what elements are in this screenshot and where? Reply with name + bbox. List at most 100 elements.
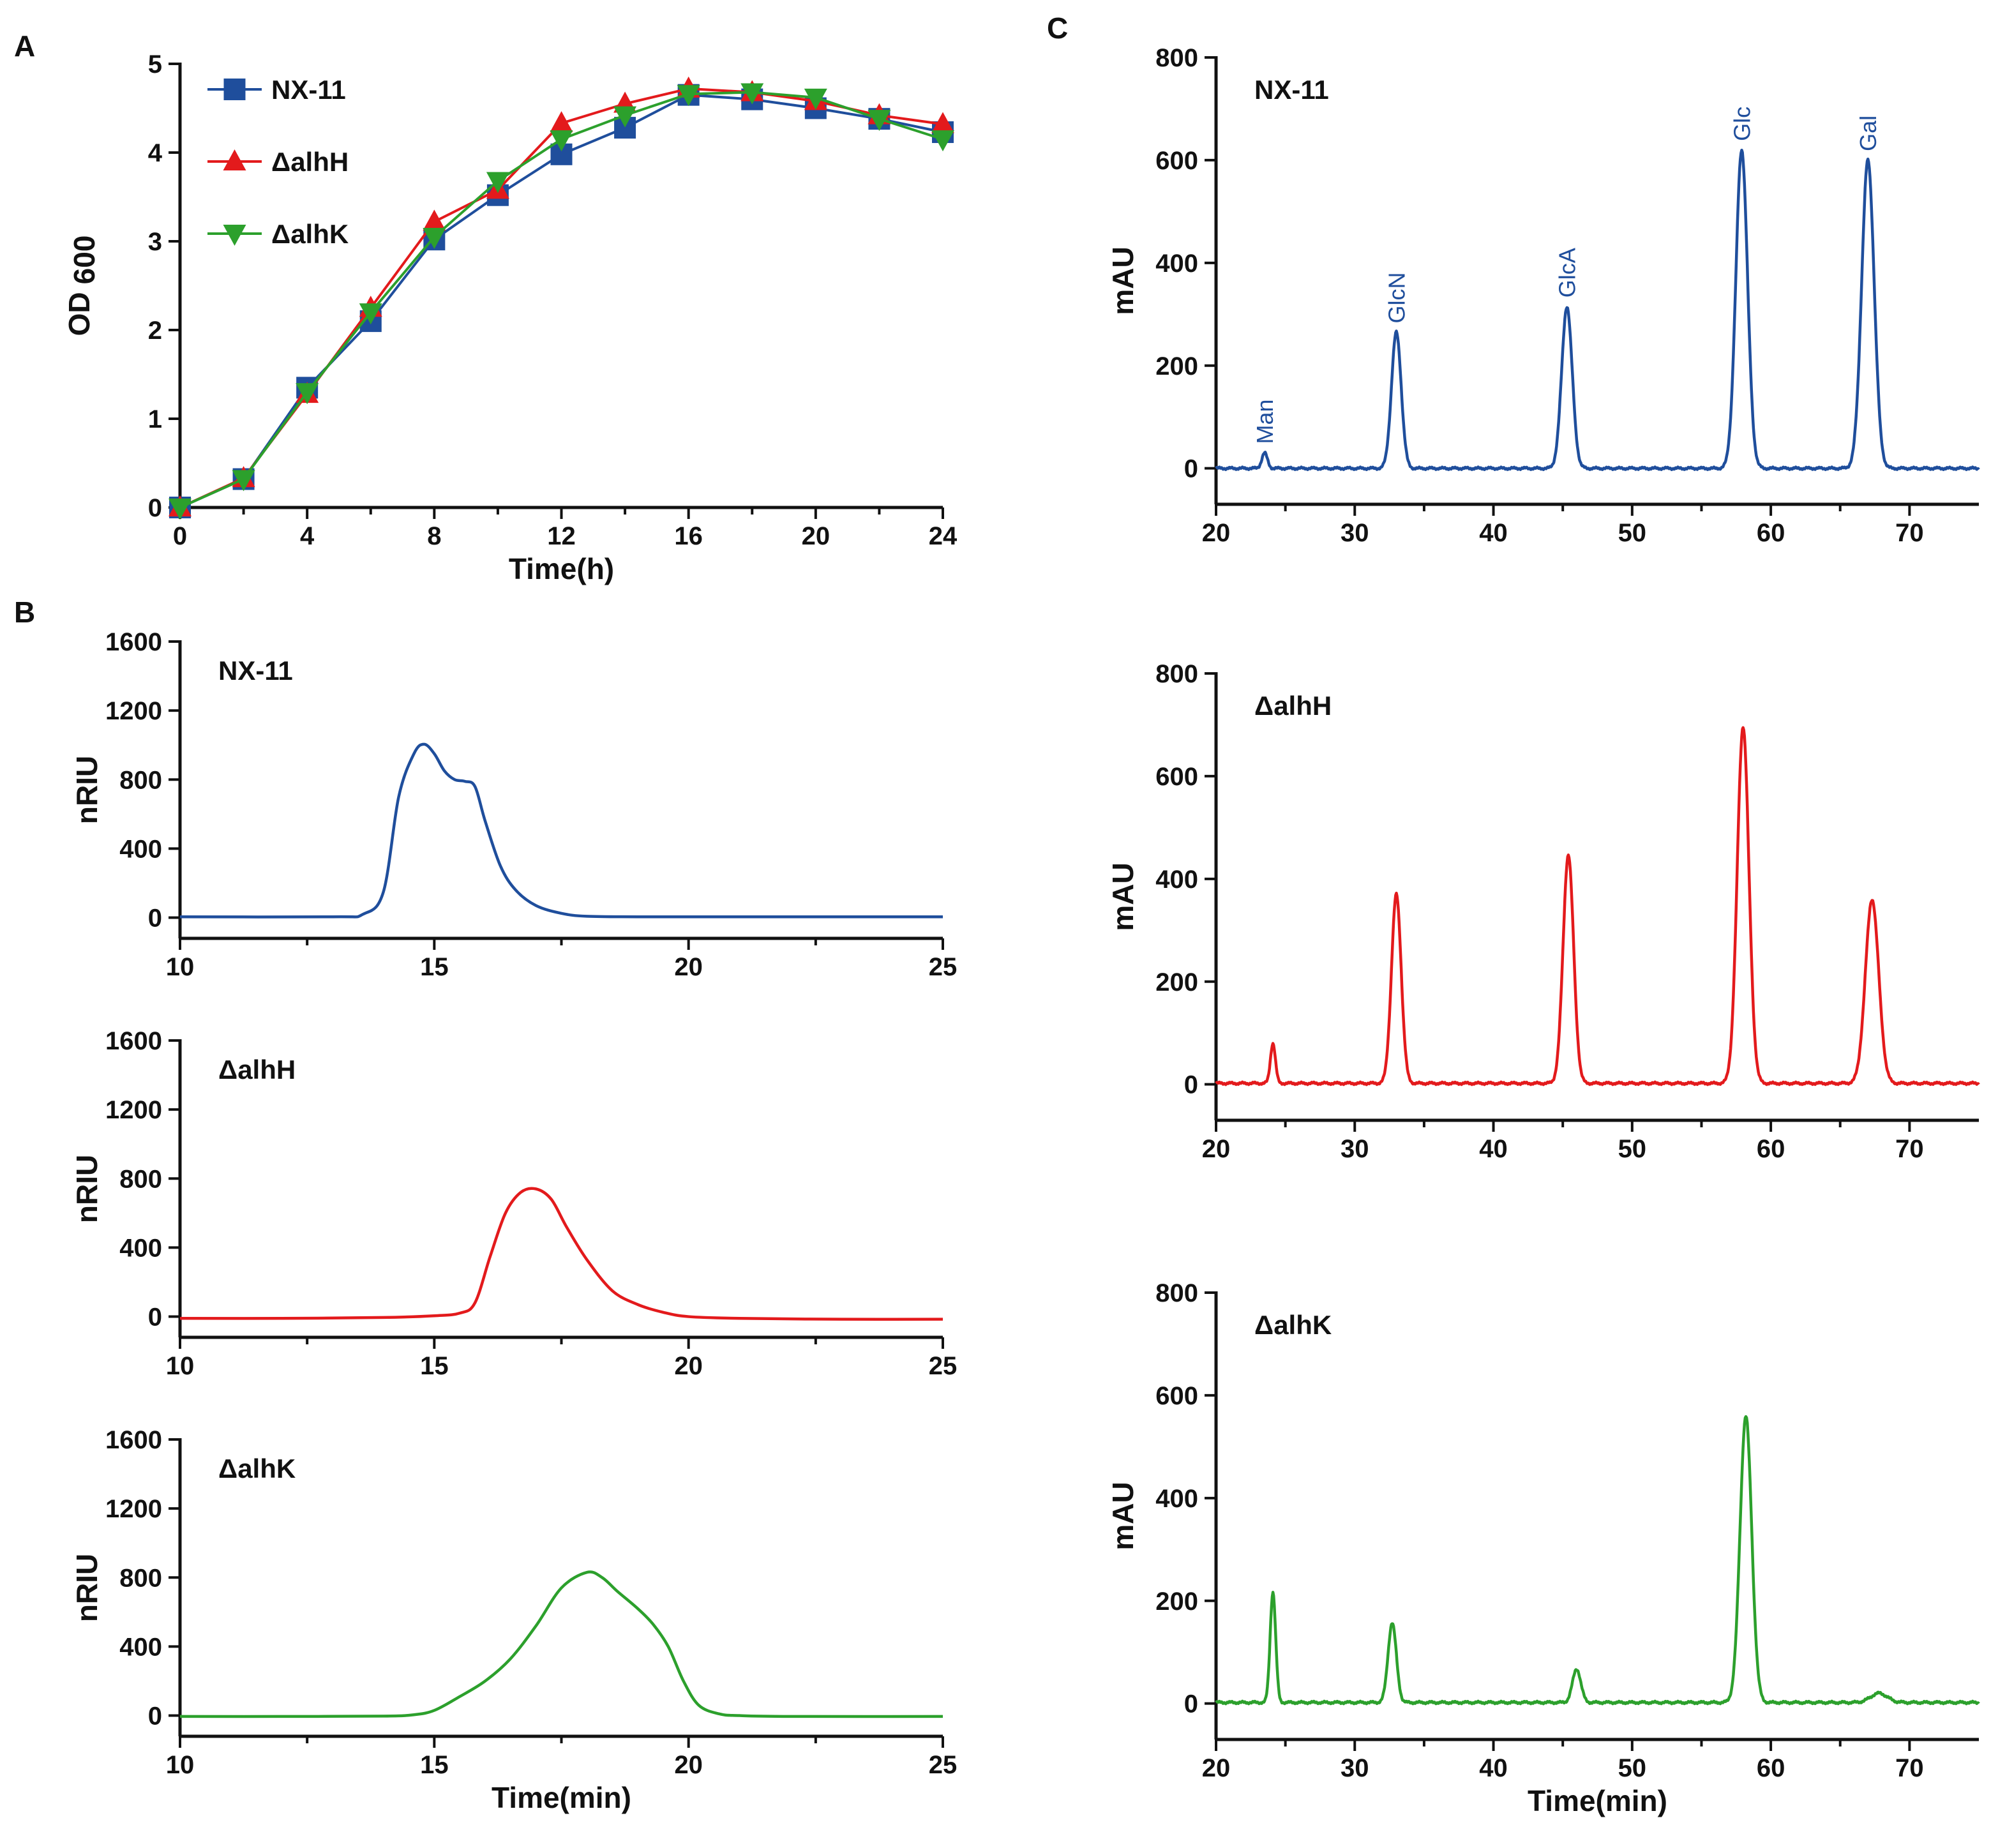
peak-label: Gal <box>1855 116 1881 151</box>
x-tick-label: 8 <box>427 522 441 550</box>
legend-label: NX-11 <box>271 75 346 105</box>
y-tick-label: 1200 <box>105 1495 162 1523</box>
y-tick-label: 200 <box>1155 1588 1198 1616</box>
y-tick-label: 600 <box>1155 1382 1198 1410</box>
x-tick-label: 20 <box>674 1352 703 1380</box>
x-tick-label: 50 <box>1618 519 1647 547</box>
strain-label: ΔalhH <box>1254 691 1332 721</box>
series-line-NX-11 <box>179 742 943 919</box>
data-point <box>868 110 891 131</box>
data-point <box>931 130 954 152</box>
strain-label: ΔalhK <box>218 1454 296 1484</box>
data-point <box>232 470 255 492</box>
x-tick-label: 70 <box>1895 1135 1924 1163</box>
y-tick-label: 1200 <box>105 1096 162 1124</box>
y-tick-label: 400 <box>119 835 162 863</box>
series-line-ΔalhK <box>179 1570 943 1718</box>
chart-hplc-nx11: 0 200 400 600 800 20 30 40 50 60 70 mAU NX-11 Man GlcN… <box>1106 44 1980 547</box>
x-tick-label: 4 <box>300 522 315 550</box>
x-tick-label: 15 <box>420 1751 449 1779</box>
legend-label: ΔalhH <box>271 147 349 177</box>
y-tick-label: 400 <box>119 1234 162 1262</box>
y-tick-label: 800 <box>1155 1279 1198 1307</box>
x-tick-label: 20 <box>674 953 703 981</box>
x-tick-label: 20 <box>674 1751 703 1779</box>
y-tick-label: 1200 <box>105 697 162 725</box>
y-axis-label: mAU <box>1106 1482 1139 1550</box>
series-line-ΔalhH <box>179 1187 943 1321</box>
panel-label-b: B <box>14 596 35 629</box>
data-point <box>169 499 192 520</box>
x-axis-label: Time(h) <box>509 552 614 585</box>
data-point <box>740 83 764 105</box>
y-axis-label: nRIU <box>70 1554 103 1622</box>
y-tick-label: 1600 <box>105 1027 162 1055</box>
y-tick-label: 400 <box>1155 866 1198 894</box>
x-tick-label: 0 <box>173 522 187 550</box>
y-tick-label: 0 <box>1184 455 1198 483</box>
y-tick-label: 400 <box>119 1633 162 1661</box>
strain-label: NX-11 <box>218 656 293 686</box>
y-tick-label: 200 <box>1155 352 1198 380</box>
data-point <box>677 85 700 107</box>
data-point <box>613 106 637 128</box>
chart-gpc-alhK: 0 400 800 1200 1600 10 15 20 25 Time(min) nRIU Δalh… <box>70 1426 957 1814</box>
peak-label: GlcN <box>1383 272 1409 323</box>
x-tick-label: 10 <box>166 1751 195 1779</box>
y-tick-label: 800 <box>1155 660 1198 688</box>
strain-label: ΔalhH <box>218 1055 296 1085</box>
y-tick-label: 1600 <box>105 1426 162 1454</box>
y-tick-label: 200 <box>1155 968 1198 996</box>
data-point <box>296 383 319 405</box>
x-tick-label: 40 <box>1479 1754 1508 1782</box>
y-axis-label-subscript: 600 <box>68 236 101 285</box>
y-tick-label: 0 <box>148 1303 162 1332</box>
series-line-NX-11 <box>1215 148 1980 472</box>
chart-gpc-alhH: 0 400 800 1200 1600 10 15 20 25 nRIU ΔalhH <box>70 1027 957 1380</box>
y-tick-label: 0 <box>148 905 162 933</box>
x-tick-label: 60 <box>1757 1754 1785 1782</box>
x-tick-label: 25 <box>929 1751 958 1779</box>
y-tick-label: 600 <box>1155 763 1198 791</box>
y-tick-label: 800 <box>119 1564 162 1592</box>
x-tick-label: 50 <box>1618 1135 1647 1163</box>
y-tick-label: 3 <box>148 228 162 256</box>
legend-label: ΔalhK <box>271 219 349 249</box>
series-line-ΔalhH <box>1215 726 1980 1086</box>
y-tick-label: 800 <box>119 766 162 794</box>
chart-hplc-alhH: 0 200 400 600 800 20 30 40 50 60 70 mAU ΔalhH <box>1106 660 1980 1163</box>
x-tick-label: 30 <box>1341 519 1369 547</box>
chart-gpc-nx11: 0 400 800 1200 1600 10 15 20 25 nRIU NX-11 <box>70 628 957 981</box>
y-tick-label: 400 <box>1155 250 1198 278</box>
x-tick-label: 15 <box>420 953 449 981</box>
y-tick-label: 400 <box>1155 1485 1198 1513</box>
data-point <box>423 228 446 250</box>
legend-marker <box>223 149 246 170</box>
x-tick-label: 70 <box>1895 1754 1924 1782</box>
y-tick-label: 4 <box>148 139 163 167</box>
y-axis-label: nRIU <box>70 756 103 824</box>
y-tick-label: 5 <box>148 50 162 79</box>
strain-label: ΔalhK <box>1254 1310 1332 1340</box>
y-axis-label: mAU <box>1106 862 1139 931</box>
panel-label-a: A <box>14 29 35 63</box>
panel-label-c: C <box>1047 11 1068 45</box>
x-tick-label: 20 <box>1202 519 1231 547</box>
data-point <box>550 111 573 133</box>
data-point <box>486 172 509 193</box>
x-tick-label: 15 <box>420 1352 449 1380</box>
y-tick-label: 600 <box>1155 147 1198 175</box>
data-point <box>359 303 382 325</box>
x-tick-label: 20 <box>802 522 830 550</box>
y-axis-label: OD600 <box>63 236 101 336</box>
x-tick-label: 70 <box>1895 519 1924 547</box>
x-tick-label: 25 <box>929 953 958 981</box>
y-tick-label: 800 <box>119 1165 162 1193</box>
x-tick-label: 20 <box>1202 1135 1231 1163</box>
x-tick-label: 30 <box>1341 1754 1369 1782</box>
x-tick-label: 60 <box>1757 519 1785 547</box>
y-tick-label: 0 <box>1184 1690 1198 1718</box>
